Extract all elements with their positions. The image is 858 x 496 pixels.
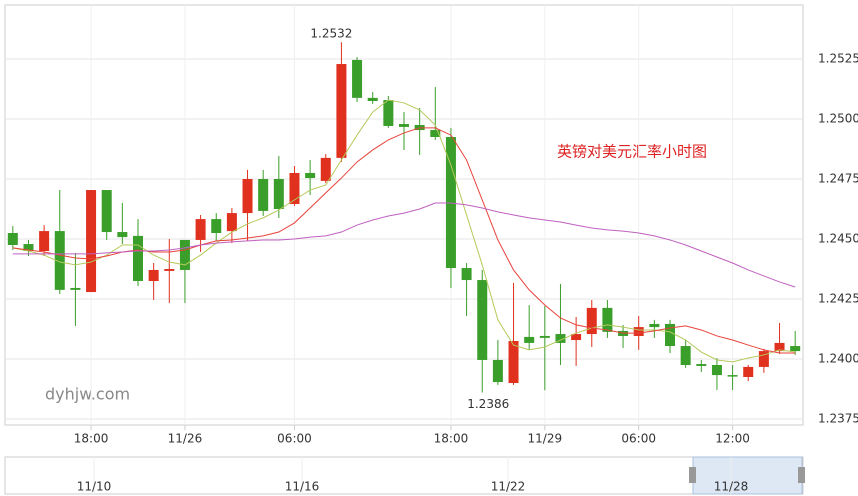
x-tick-label: 06:00 [621,432,656,446]
high-label: 1.2532 [310,27,352,41]
candle-body [242,179,253,214]
y-tick-label: 1.2500 [818,112,858,126]
chart-title: 英镑对美元汇率小时图 [557,143,707,161]
candle-body [696,364,707,366]
candle-body [305,173,316,179]
candle-body [524,336,535,343]
y-tick-label: 1.2400 [818,352,858,366]
y-tick-label: 1.2425 [818,292,858,306]
candle-body [70,287,81,290]
candle-body [555,334,566,343]
navigator-label: 11/10 [77,480,112,494]
candle-body [571,334,582,341]
y-tick-label: 1.2450 [818,232,858,246]
candle-body [774,342,785,352]
navigator-label: 11/16 [285,480,320,494]
plot-area [4,4,804,426]
candle-body [430,130,441,137]
candle-body [273,179,284,209]
candle-body [336,64,347,158]
candle-body [586,307,597,335]
candle-body [508,341,519,383]
y-tick-label: 1.2475 [818,172,858,186]
candle-body [133,235,143,281]
x-tick-label: 12:00 [715,432,750,446]
x-tick-label: 18:00 [434,432,469,446]
average-line [12,99,796,363]
average-line [12,202,796,288]
candle-body [289,173,300,204]
candle-body [649,323,660,328]
candle-body [790,346,801,352]
candle-body [258,179,269,211]
candle-body [383,100,394,126]
candle-body [54,231,65,290]
candle-body [539,335,550,338]
candle-body [320,157,331,181]
watermark: dyhjw.com [45,385,130,404]
candle-body [101,190,112,233]
navigator-label: 11/28 [714,480,749,494]
x-tick-label: 11/26 [168,432,203,446]
candle-body [352,59,363,98]
low-label: 1.2386 [467,397,509,411]
candle-body [7,233,18,245]
candle-body [179,239,190,270]
candle-body [743,366,754,377]
candle-body [195,219,206,240]
candle-body [461,268,472,281]
candle-body [633,327,644,336]
x-tick-label: 06:00 [277,432,312,446]
candle-body [117,232,128,238]
candle-body [23,244,34,251]
candle-body [758,351,769,367]
navigator-label: 11/22 [491,480,526,494]
candle-body [164,269,175,271]
candle-body [211,219,222,233]
candle-body [602,307,613,332]
candle-body [226,213,237,232]
candle-body [477,280,488,360]
candle-body [367,97,378,101]
navigator-window[interactable] [692,456,803,495]
navigator[interactable] [4,456,804,495]
candle-body [148,269,159,281]
x-tick-label: 11/29 [528,432,563,446]
candle-body [665,323,675,347]
candle-body [680,346,691,365]
candle-body [711,365,722,376]
navigator-handle[interactable] [798,467,805,483]
y-tick-label: 1.2375 [818,412,858,426]
x-tick-label: 18:00 [74,432,109,446]
candle-body [39,231,50,251]
y-tick-label: 1.2525 [818,52,858,66]
candle-body [727,375,738,377]
candle-body [86,190,97,293]
candle-body [492,359,503,383]
navigator-handle[interactable] [689,467,696,483]
candle-body [399,124,409,127]
